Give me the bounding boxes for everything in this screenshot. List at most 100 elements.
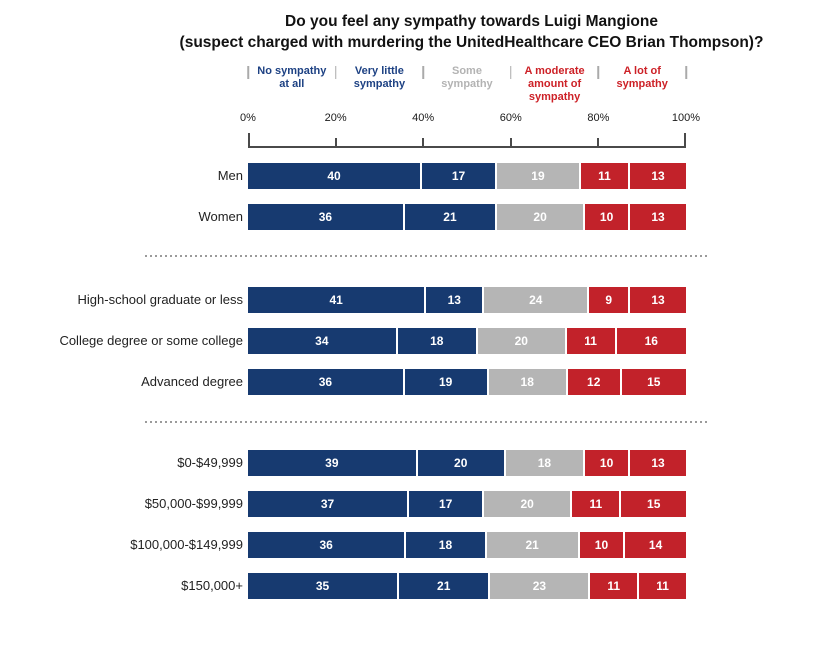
category-label: College degree or some college: [59, 333, 243, 348]
stacked-bar: 34 18 20 11 16: [248, 328, 687, 354]
legend-separator: [247, 66, 249, 79]
bar-segment: 21: [486, 532, 578, 558]
category-label: Advanced degree: [141, 374, 243, 389]
bar-segment: 21: [399, 573, 489, 599]
category-label: $0-$49,999: [177, 455, 243, 470]
group-separator-dotted-line: [145, 421, 707, 423]
x-axis-tick-label: 0%: [240, 112, 256, 124]
bar-segment: 36: [248, 204, 403, 230]
legend-item: No sympathy at all: [257, 65, 327, 90]
legend-separator: [510, 66, 512, 79]
bar-segment: 17: [422, 163, 496, 189]
bar-segment: 21: [404, 204, 496, 230]
bar-segment: 36: [248, 532, 405, 558]
category-label: Men: [217, 168, 243, 183]
bar-segment: 18: [406, 532, 485, 558]
legend-item: Very little sympathy: [353, 65, 406, 90]
bar-segment: 13: [426, 287, 483, 313]
bar-segment: 24: [484, 287, 588, 313]
x-axis-tick: [597, 138, 600, 146]
legend-separator: [685, 66, 687, 79]
x-axis-tick: [422, 138, 425, 146]
x-axis-tick: [684, 133, 686, 146]
bar-row: $100,000-$149,999 36 18 21 10 14: [0, 532, 813, 558]
bar-segment: 13: [630, 163, 686, 189]
x-axis-tick-label: 80%: [587, 112, 610, 124]
bar-segment: 15: [621, 369, 686, 395]
legend-separator: [597, 66, 600, 79]
bar-segment: 20: [484, 491, 571, 517]
x-axis-tick-labels: 0% 20% 40% 60% 80% 100%: [240, 112, 700, 126]
chart-title-line2: (suspect charged with murdering the Unit…: [179, 34, 764, 51]
bar-segment: 11: [566, 328, 615, 354]
stacked-bar: 41 13 24 9 13: [248, 287, 687, 313]
stacked-bar: 36 18 21 10 14: [248, 532, 687, 558]
legend-separator: [334, 66, 337, 79]
bar-segment: 11: [590, 573, 638, 599]
x-axis-tick-label: 100%: [671, 112, 701, 124]
stacked-bar: 37 17 20 11 15: [248, 491, 686, 517]
stacked-bar: 36 19 18 12 15: [248, 369, 686, 395]
x-axis-tick-label: 20%: [324, 112, 347, 124]
bar-segment: 23: [490, 573, 589, 599]
legend-separator: [422, 66, 424, 79]
bar-segment: 35: [248, 573, 398, 599]
bar-segment: 12: [567, 369, 620, 395]
bar-row: $150,000+ 35 21 23 11 11: [0, 573, 813, 599]
bar-segment: 15: [621, 491, 686, 517]
bar-row: High-school graduate or less 41 13 24 9 13: [0, 287, 813, 313]
bar-segment: 10: [585, 204, 629, 230]
bar-row: $0-$49,999 39 20 18 10 13: [0, 450, 813, 476]
stacked-bar: 35 21 23 11 11: [248, 573, 686, 599]
bar-row: College degree or some college 34 18 20 11 16: [0, 328, 813, 354]
category-label: $50,000-$99,999: [144, 496, 243, 511]
bar-segment: 34: [248, 328, 396, 354]
legend-item: A moderate amount of sympathy: [524, 65, 585, 103]
stacked-bar: 39 20 18 10 13: [248, 450, 687, 476]
bar-segment: 16: [616, 328, 687, 354]
bar-segment: 40: [248, 163, 420, 189]
bar-segment: 17: [409, 491, 483, 517]
bar-segment: 36: [248, 369, 403, 395]
bar-segment: 20: [417, 450, 504, 476]
bar-segment: 18: [488, 369, 566, 395]
bar-segment: 9: [589, 287, 629, 313]
bar-segment: 13: [630, 204, 686, 230]
bar-segment: 14: [625, 532, 687, 558]
bar-row: Women 36 21 20 10 13: [0, 204, 813, 230]
legend-item: A lot of sympathy: [616, 65, 668, 90]
bar-segment: 39: [248, 450, 416, 476]
legend-item: Some sympathy: [441, 65, 493, 90]
x-axis-ruler: [248, 133, 686, 148]
x-axis-tick: [248, 133, 250, 146]
bar-segment: 18: [397, 328, 476, 354]
legend: No sympathy at all Very little sympathy So…: [247, 63, 687, 111]
bar-segment: 13: [630, 287, 687, 313]
stacked-bar: 40 17 19 11 13: [248, 163, 686, 189]
category-label: High-school graduate or less: [77, 292, 243, 307]
x-axis-tick-label: 60%: [499, 112, 522, 124]
bar-segment: 10: [585, 450, 629, 476]
bar-segment: 20: [477, 328, 565, 354]
bar-segment: 41: [248, 287, 425, 313]
bar-row: Men 40 17 19 11 13: [0, 163, 813, 189]
bar-row: $50,000-$99,999 37 17 20 11 15: [0, 491, 813, 517]
bar-segment: 11: [572, 491, 620, 517]
bar-segment: 18: [505, 450, 584, 476]
bar-segment: 13: [630, 450, 687, 476]
x-axis-tick: [509, 138, 512, 146]
bar-segment: 11: [639, 573, 686, 599]
bar-segment: 10: [579, 532, 624, 558]
x-axis-tick: [334, 138, 337, 146]
chart-title-line1: Do you feel any sympathy towards Luigi M…: [285, 13, 658, 30]
category-label: Women: [198, 209, 243, 224]
bar-segment: 11: [580, 163, 629, 189]
chart-title: Do you feel any sympathy towards Luigi M…: [130, 11, 813, 53]
category-label: $100,000-$149,999: [130, 537, 243, 552]
group-separator-dotted-line: [145, 255, 707, 257]
bar-segment: 37: [248, 491, 408, 517]
bar-segment: 20: [497, 204, 584, 230]
stacked-bar: 36 21 20 10 13: [248, 204, 686, 230]
bar-row: Advanced degree 36 19 18 12 15: [0, 369, 813, 395]
